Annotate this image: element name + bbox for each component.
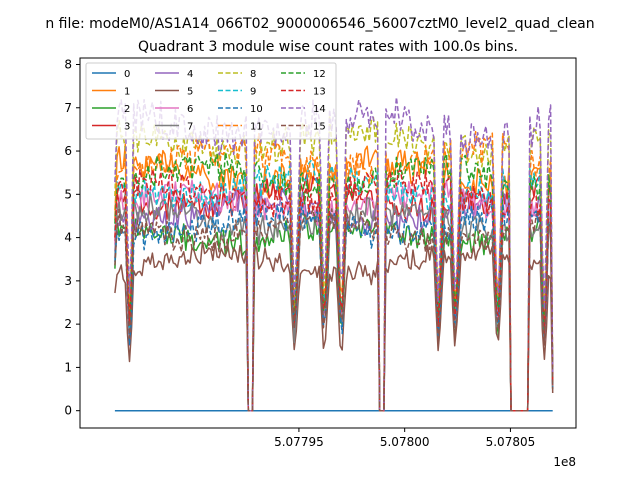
y-tick-label: 7: [64, 101, 72, 115]
y-tick-label: 6: [64, 144, 72, 158]
series-line-13: [114, 168, 554, 412]
y-tick-label: 2: [64, 317, 72, 331]
legend-label-0: 0: [124, 69, 130, 80]
x-offset-label: 1e8: [553, 455, 576, 469]
x-tick-label: 5.07800: [380, 435, 430, 449]
x-tick-label: 5.07805: [486, 435, 536, 449]
chart-suptitle: n file: modeM0/AS1A14_066T02_9000006546_…: [45, 16, 594, 32]
series-layer: [114, 96, 554, 412]
series-line-7: [114, 192, 554, 412]
series-line-10: [114, 201, 554, 412]
legend-label-10: 10: [250, 104, 263, 115]
series-line-15: [114, 208, 554, 412]
y-tick-label: 4: [64, 231, 72, 245]
legend-label-7: 7: [187, 122, 193, 133]
chart-title: Quadrant 3 module wise count rates with …: [138, 39, 518, 55]
series-line-5: [114, 240, 554, 412]
series-line-1: [114, 143, 554, 412]
legend-label-4: 4: [187, 69, 193, 80]
legend-label-8: 8: [250, 69, 256, 80]
legend-label-12: 12: [313, 69, 326, 80]
legend-label-2: 2: [124, 104, 130, 115]
series-line-8: [114, 114, 554, 412]
y-tick-label: 8: [64, 57, 72, 71]
legend-label-13: 13: [313, 87, 326, 98]
plot-frame: [79, 57, 577, 429]
y-axis: 0 1 2 3 4 5 6 7 8: [64, 57, 80, 418]
legend-label-6: 6: [187, 104, 193, 115]
y-tick-label: 5: [64, 187, 72, 201]
series-line-9: [114, 159, 554, 412]
legend-label-3: 3: [124, 122, 130, 133]
y-tick-label: 1: [64, 360, 72, 374]
legend-box: [85, 62, 337, 140]
y-tick-label: 0: [64, 404, 72, 418]
legend-label-11: 11: [250, 122, 263, 133]
legend-label-9: 9: [250, 87, 256, 98]
series-line-12: [114, 152, 554, 412]
series-line-11: [114, 130, 554, 412]
legend-label-14: 14: [313, 104, 326, 115]
x-tick-label: 5.07795: [274, 435, 324, 449]
legend-label-15: 15: [313, 122, 326, 133]
legend-label-5: 5: [187, 87, 193, 98]
legend-label-1: 1: [124, 87, 130, 98]
y-tick-label: 3: [64, 274, 72, 288]
